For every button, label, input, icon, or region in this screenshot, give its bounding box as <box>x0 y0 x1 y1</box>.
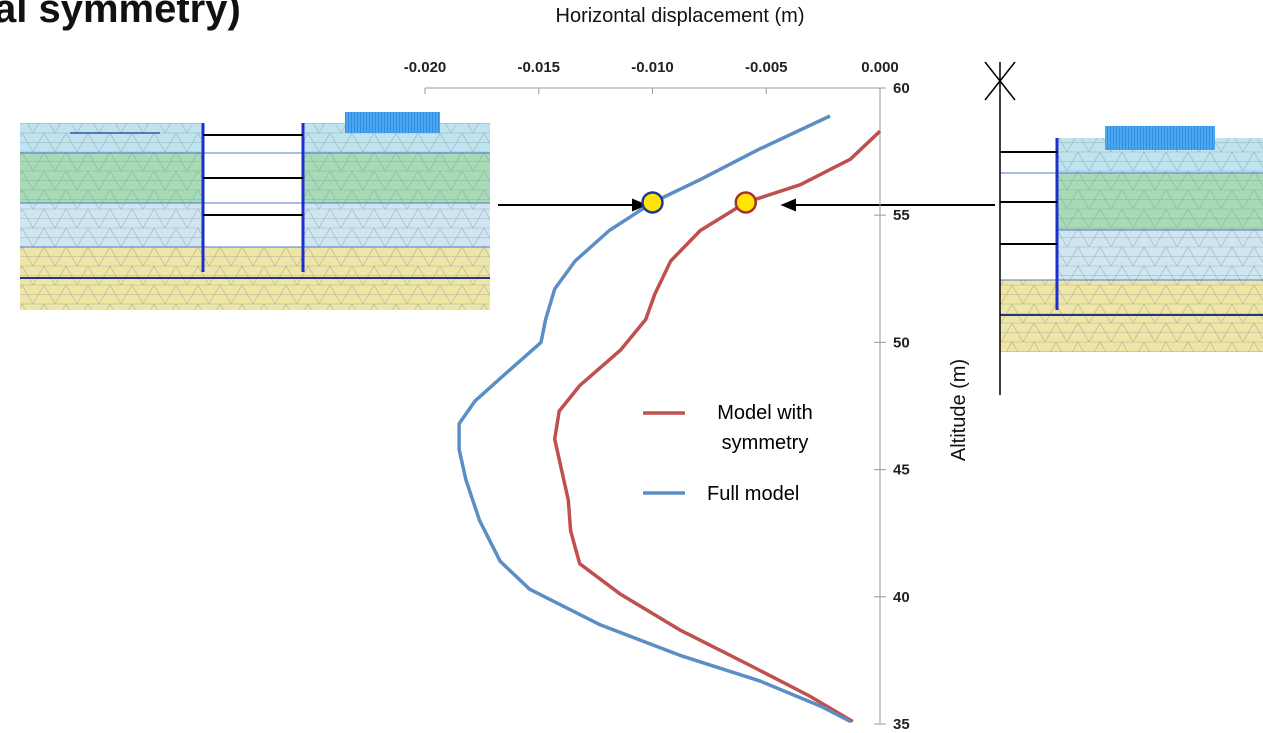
data-line <box>457 114 852 724</box>
x-tick-label: -0.010 <box>631 59 674 76</box>
full-model-diagram <box>20 112 490 310</box>
symmetry-model-diagram <box>984 61 1263 395</box>
highlight-point <box>641 191 664 214</box>
x-tick-label: -0.015 <box>517 59 560 76</box>
arrows <box>498 198 995 212</box>
legend-label: Full model <box>707 483 799 505</box>
legend-label: Model with symmetry <box>717 402 813 454</box>
data-line <box>552 129 882 724</box>
highlight-point <box>734 191 758 214</box>
y-tick-label: 50 <box>893 334 910 351</box>
y-tick-label: 35 <box>893 716 910 733</box>
y-tick-label: 55 <box>893 207 910 224</box>
x-tick-label: -0.005 <box>745 59 788 76</box>
y-axis-label: Altitude (m) <box>948 359 970 461</box>
page-title: al symmetry) <box>0 0 241 31</box>
x-axis-label: Horizontal displacement (m) <box>556 5 805 27</box>
y-tick-label: 60 <box>893 80 910 97</box>
x-tick-label: 0.000 <box>861 59 899 76</box>
x-tick-label: -0.020 <box>404 59 447 76</box>
y-tick-label: 40 <box>893 589 910 606</box>
y-tick-label: 45 <box>893 462 910 479</box>
